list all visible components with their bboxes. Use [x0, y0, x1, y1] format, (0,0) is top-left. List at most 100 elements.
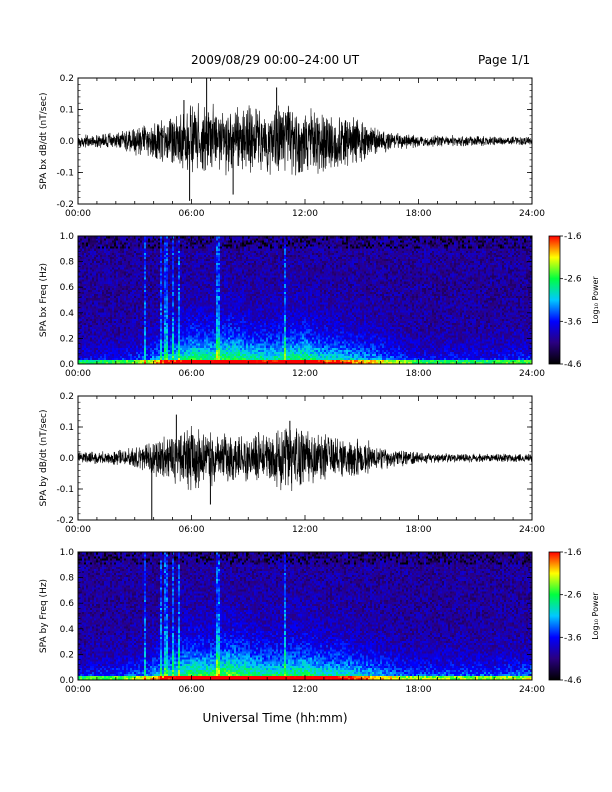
- spectrogram-cell: [120, 250, 122, 252]
- spectrogram-cell: [102, 352, 104, 354]
- spectrogram-cell: [122, 277, 124, 279]
- spectrogram-cell: [112, 350, 114, 352]
- spectrogram-cell: [112, 267, 114, 269]
- spectrogram-cell: [84, 261, 86, 263]
- spectrogram-cell: [122, 286, 124, 288]
- spectrogram-cell: [102, 310, 104, 312]
- spectrogram-cell: [102, 319, 104, 321]
- spectrogram-cell: [100, 273, 102, 275]
- spectrogram-cell: [90, 255, 92, 257]
- spectrogram-cell: [130, 354, 132, 356]
- spectrogram-cell: [98, 267, 100, 269]
- spectrogram-cells: [78, 236, 532, 364]
- spectrogram-cell: [94, 253, 96, 255]
- spectrogram-cell: [94, 259, 96, 261]
- spectrogram-cell: [112, 290, 114, 292]
- spectrogram-cell: [98, 356, 100, 358]
- spectrogram-cell: [118, 317, 120, 319]
- spectrogram-cell: [86, 360, 88, 362]
- spectrogram-cell: [122, 306, 124, 308]
- spectrogram-cell: [100, 277, 102, 279]
- spectrogram-cell: [122, 356, 124, 358]
- spectrogram-cell: [118, 304, 120, 306]
- spectrogram-cell: [90, 290, 92, 292]
- spectrogram-cell: [116, 331, 118, 333]
- spectrogram-cell: [84, 312, 86, 314]
- spectrogram-cell: [88, 286, 90, 288]
- spectrogram-cell: [124, 257, 126, 259]
- spectrogram-cell: [96, 244, 98, 246]
- spectrogram-cell: [88, 267, 90, 269]
- spectrogram-cell: [108, 269, 110, 271]
- spectrogram-cell: [104, 250, 106, 252]
- spectrogram-cell: [100, 329, 102, 331]
- spectrogram-cell: [86, 265, 88, 267]
- spectrogram-cell: [108, 306, 110, 308]
- spectrogram-cell: [84, 304, 86, 306]
- spectrogram-cell: [128, 345, 130, 347]
- spectrogram-cell: [90, 343, 92, 345]
- spectrogram-cell: [94, 240, 96, 242]
- spectrogram-cell: [88, 308, 90, 310]
- spectrogram-cell: [120, 267, 122, 269]
- spectrogram-cell: [102, 358, 104, 360]
- spectrogram-cell: [106, 333, 108, 335]
- spectrogram-cell: [116, 321, 118, 323]
- spectrogram-cell: [114, 255, 116, 257]
- spectrogram-cell: [92, 263, 94, 265]
- spectrogram-cell: [104, 335, 106, 337]
- spectrogram-cell: [124, 279, 126, 281]
- spectrogram-cell: [92, 255, 94, 257]
- spectrogram-cell: [88, 325, 90, 327]
- spectrogram-cell: [112, 319, 114, 321]
- spectrogram-cell: [128, 257, 130, 259]
- spectrogram-cell: [86, 283, 88, 285]
- spectrogram-cell: [88, 277, 90, 279]
- spectrogram-cell: [90, 304, 92, 306]
- spectrogram-cell: [100, 246, 102, 248]
- spectrogram-cell: [126, 306, 128, 308]
- spectrogram-cell: [106, 275, 108, 277]
- spectrogram-cell: [98, 323, 100, 325]
- spectrogram-cell: [100, 304, 102, 306]
- spectrogram-cell: [88, 321, 90, 323]
- spectrogram-cell: [114, 358, 116, 360]
- spectrogram-cell: [94, 298, 96, 300]
- spectrogram-cell: [102, 244, 104, 246]
- spectrogram-cell: [114, 248, 116, 250]
- spectrogram-cell: [114, 261, 116, 263]
- spectrogram-cell: [92, 261, 94, 263]
- spectrogram-cell: [88, 248, 90, 250]
- spectrogram-cell: [112, 294, 114, 296]
- spectrogram-cell: [118, 292, 120, 294]
- spectrogram-cell: [92, 333, 94, 335]
- spectrogram-cell: [84, 294, 86, 296]
- spectrogram-cell: [88, 300, 90, 302]
- spectrogram-cell: [92, 238, 94, 240]
- spectrogram-cell: [82, 275, 84, 277]
- spectrogram-cell: [126, 343, 128, 345]
- spectrogram-cell: [86, 263, 88, 265]
- spectrogram-cell: [120, 345, 122, 347]
- spectrogram-cell: [88, 283, 90, 285]
- spectrogram-cell: [100, 257, 102, 259]
- spectrogram-cell: [94, 286, 96, 288]
- spectrogram-cell: [90, 263, 92, 265]
- spectrogram-cell: [106, 277, 108, 279]
- spectrogram-cell: [122, 296, 124, 298]
- spectrogram-cell: [124, 356, 126, 358]
- spectrogram-cell: [108, 261, 110, 263]
- spectrogram-cell: [92, 347, 94, 349]
- spectrogram-cell: [104, 265, 106, 267]
- spectrogram-cell: [84, 354, 86, 356]
- spectrogram-cell: [128, 304, 130, 306]
- spectrogram-cell: [98, 269, 100, 271]
- spectrogram-cell: [122, 317, 124, 319]
- spectrogram-cell: [94, 279, 96, 281]
- spectrogram-cell: [94, 323, 96, 325]
- spectrogram-cell: [108, 358, 110, 360]
- spectrogram-cell: [102, 339, 104, 341]
- spectrogram-cell: [120, 288, 122, 290]
- spectrogram-cell: [102, 312, 104, 314]
- spectrogram-cell: [90, 329, 92, 331]
